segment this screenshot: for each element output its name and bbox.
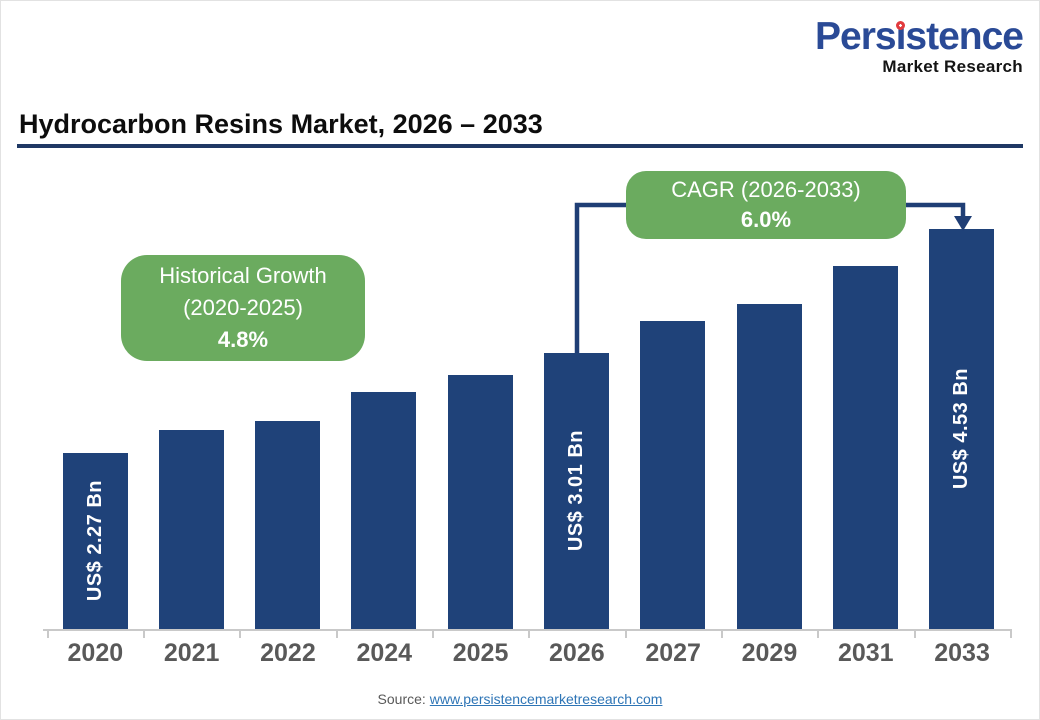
- source-label: Source:: [377, 691, 426, 707]
- bar-2024: [351, 392, 417, 629]
- bar-value-label-2033: US$ 4.53 Bn: [950, 368, 973, 490]
- x-axis-tick: [720, 629, 723, 638]
- historical-growth-callout: Historical Growth (2020-2025) 4.8%: [121, 255, 365, 361]
- x-axis-label-2031: 2031: [837, 639, 894, 667]
- bar-2033: US$ 4.53 Bn: [929, 229, 995, 629]
- x-axis-label-2029: 2029: [741, 639, 798, 667]
- x-axis-label-2020: 2020: [67, 639, 124, 667]
- logo-red-dot-icon: [896, 21, 905, 30]
- x-axis-label-2026: 2026: [549, 639, 605, 667]
- chart-title: Hydrocarbon Resins Market, 2026 – 2033: [19, 109, 543, 139]
- bar-2029: [736, 304, 802, 629]
- x-axis-line: [43, 629, 1010, 631]
- bar-2031: [832, 266, 898, 629]
- logo-tagline: Market Research: [882, 57, 1023, 76]
- historical-growth-line2: (2020-2025): [183, 295, 303, 320]
- x-axis-tick: [239, 629, 242, 638]
- x-axis-tick: [913, 629, 916, 638]
- bar-2020: US$ 2.27 Bn: [62, 453, 128, 629]
- x-axis-label-2024: 2024: [356, 639, 413, 667]
- bar-value-label-2026: US$ 3.01 Bn: [565, 430, 587, 552]
- brand-logo: Persı stence Market Research: [815, 15, 1024, 76]
- x-axis-tick: [46, 629, 49, 638]
- x-axis-tick: [143, 629, 146, 638]
- x-axis-label-2021: 2021: [163, 639, 220, 667]
- x-axis-label-2022: 2022: [260, 639, 316, 667]
- x-axis-tick: [335, 629, 338, 638]
- bar-value-label-2020: US$ 2.27 Bn: [83, 480, 106, 602]
- x-axis-tick: [1009, 629, 1012, 638]
- bar-2026: US$ 3.01 Bn: [544, 353, 609, 629]
- source-line: Source: www.persistencemarketresearch.com: [1, 691, 1039, 707]
- bar-2021: [158, 430, 224, 629]
- x-axis-tick: [432, 629, 435, 638]
- bar-2027: [640, 321, 706, 629]
- cagr-line1: CAGR (2026-2033): [671, 177, 861, 202]
- bar-2025: [447, 375, 513, 629]
- cagr-callout: CAGR (2026-2033) 6.0%: [626, 171, 906, 239]
- x-axis-tick: [624, 629, 627, 638]
- cagr-value: 6.0%: [740, 207, 792, 232]
- source-link[interactable]: www.persistencemarketresearch.com: [429, 691, 663, 707]
- x-axis-label-2025: 2025: [452, 639, 509, 667]
- historical-growth-line1: Historical Growth: [159, 263, 327, 288]
- x-axis-tick: [528, 629, 531, 638]
- logo-brand-text: Persı stence: [815, 15, 1024, 58]
- title-underline: [17, 144, 1023, 148]
- x-axis-tick: [817, 629, 820, 638]
- bar-2022: [255, 421, 321, 629]
- x-axis-label-2033: 2033: [934, 639, 990, 667]
- x-axis-label-2027: 2027: [645, 639, 701, 667]
- historical-growth-value: 4.8%: [217, 327, 269, 352]
